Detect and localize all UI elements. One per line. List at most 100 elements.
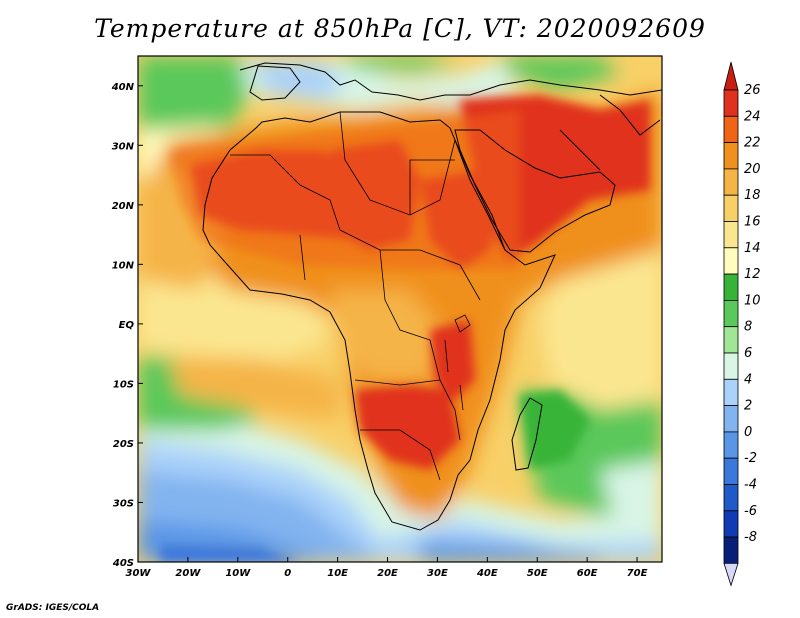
border-2 <box>339 111 456 216</box>
plot-frame <box>137 55 663 563</box>
lon-tick-label: 10W <box>225 568 251 579</box>
colorbar-swatch <box>723 221 739 249</box>
colorbar-label: 0 <box>744 425 752 440</box>
colorbar-label: 6 <box>744 346 752 361</box>
field-indian-ocean-pale <box>540 250 662 410</box>
arabia-coastline <box>454 129 616 253</box>
field-sahara-orange-red <box>170 110 520 270</box>
colorbar-label: 4 <box>744 372 752 387</box>
lon-tick-label: 10E <box>327 568 348 579</box>
field-south-ocean-deep2 <box>420 540 600 562</box>
lat-tick-label: 20N <box>112 201 135 212</box>
field-south-ocean-darkest <box>160 545 300 562</box>
colorbar-swatch <box>723 431 739 459</box>
lat-tick-label: 40S <box>112 558 134 569</box>
lon-tick-label: 40E <box>476 568 498 579</box>
chart-title: Temperature at 850hPa [C], VT: 202009260… <box>94 14 706 43</box>
lon-tick-label: 20E <box>377 568 398 579</box>
persian-gulf <box>559 129 601 171</box>
colorbar-swatch <box>723 299 739 328</box>
border-4 <box>379 249 441 381</box>
field-southern-africa-hot <box>355 385 460 470</box>
madagascar-coastline <box>511 397 543 471</box>
colorbar-label: -6 <box>744 504 757 519</box>
lon-tick-label: 20W <box>175 568 201 579</box>
field-atlantic-orange <box>170 360 340 420</box>
colorbar-label: 8 <box>744 320 752 335</box>
colorbar-swatch <box>723 142 739 170</box>
colorbar-swatch <box>723 378 739 406</box>
colorbar-swatch <box>723 457 739 485</box>
border-5 <box>354 379 461 441</box>
colorbar-label: 16 <box>744 215 761 230</box>
field-southern-africa-green <box>520 390 590 470</box>
colorbar-swatch <box>723 536 739 564</box>
lat-tick-label: 10S <box>113 379 134 390</box>
field-east-africa-hot <box>430 320 475 400</box>
africa-coastline <box>202 111 556 531</box>
temperature-field <box>138 56 662 562</box>
colorbar-swatch <box>723 510 739 538</box>
colorbar-label: -4 <box>744 478 757 493</box>
colorbar-label: 24 <box>744 109 761 124</box>
lake-victoria <box>454 314 471 333</box>
lat-tick-label: EQ <box>119 320 135 331</box>
colorbar-swatch <box>723 247 739 275</box>
lon-tick-label: 50E <box>527 568 548 579</box>
lon-tick-label: 30W <box>126 568 152 579</box>
colorbar-label: -8 <box>744 530 757 545</box>
colorbar-top-arrow <box>723 61 739 91</box>
iberia-coastline <box>249 65 301 101</box>
lat-tick-label: 10N <box>112 260 135 271</box>
lat-tick-label: 40N <box>111 82 135 93</box>
colorbar-label: 22 <box>744 136 761 151</box>
colorbar-swatch <box>723 168 739 196</box>
field-europe-green <box>340 56 460 72</box>
border-6 <box>360 429 441 481</box>
colorbar-label: 12 <box>744 267 761 282</box>
colorbar-swatch <box>723 273 739 301</box>
lat-tick-label: 30N <box>112 141 135 152</box>
lon-tick-label: 70E <box>627 568 648 579</box>
colorbar-swatch <box>723 352 739 380</box>
lat-axis: 40N 30N 20N 10N EQ 10S 20S 30S 40S <box>111 82 143 569</box>
field-iberia-blue <box>250 62 345 100</box>
border-7 <box>299 234 306 281</box>
border-1 <box>230 154 341 231</box>
lon-tick-label: 0 <box>284 568 291 579</box>
colorbar-bottom-arrow <box>723 563 739 587</box>
lat-tick-label: 30S <box>113 498 134 509</box>
red-sea-coast <box>454 139 506 251</box>
lat-tick-label: 20S <box>113 439 134 450</box>
border-8 <box>409 159 455 215</box>
field-indian-ocean-pale2 <box>600 460 662 540</box>
coastlines <box>202 62 662 531</box>
colorbar-label: 20 <box>744 162 761 177</box>
colorbar-label: 26 <box>744 83 761 98</box>
colorbar-label: -2 <box>744 451 757 466</box>
colorbar-swatch <box>723 484 739 512</box>
colorbar-swatch <box>723 115 739 144</box>
lake-tanganyika <box>444 339 449 373</box>
colorbar-swatch <box>723 89 739 117</box>
colorbar-swatch <box>723 405 739 433</box>
footer-credit: GrADS: IGES/COLA <box>6 603 100 613</box>
colorbar-swatch <box>723 326 739 354</box>
europe-coastline <box>239 62 662 101</box>
border-3 <box>339 229 481 301</box>
colorbar-swatch <box>723 194 739 222</box>
field-north-atlantic-green <box>138 56 250 140</box>
lake-malawi <box>459 384 464 411</box>
colorbar-label: 2 <box>744 399 752 414</box>
lon-axis: 30W 20W 10W 0 10E 20E 30E 40E 50E 60E 70E <box>126 557 648 579</box>
lon-tick-label: 60E <box>577 568 598 579</box>
field-anatolia-green <box>500 56 620 90</box>
field-central-africa-light <box>330 290 440 380</box>
colorbar-label: 14 <box>744 241 761 256</box>
colorbar-label: 10 <box>744 293 761 308</box>
colorbar-label: 18 <box>744 188 761 203</box>
lon-tick-label: 30E <box>427 568 448 579</box>
gulf-coastline <box>599 94 661 136</box>
